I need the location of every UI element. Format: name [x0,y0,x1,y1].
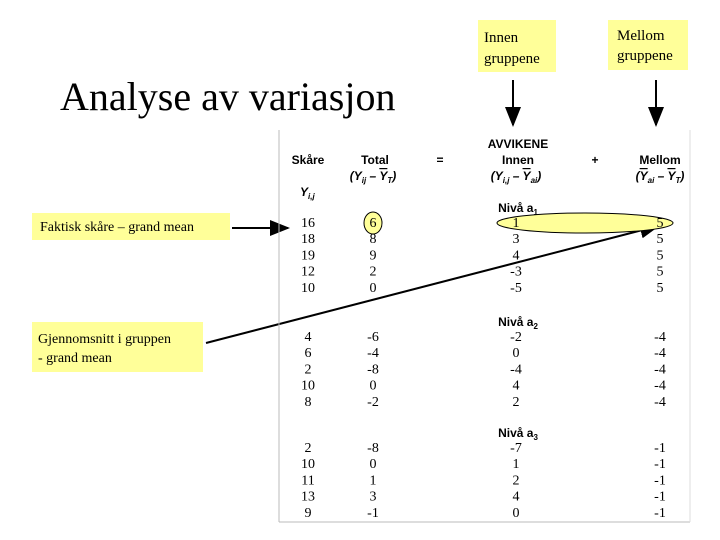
table-cell: 0 [370,457,377,472]
table-cell: 6 [305,346,312,361]
callout-text: Gjennomsnitt i gruppen [38,332,171,347]
header: Mellom [639,153,680,167]
table-cell: 2 [305,362,312,377]
header: Total [361,153,389,167]
table-cell: -1 [654,506,666,521]
highlight [363,211,383,235]
table-cell: 0 [370,281,377,296]
header: Skåre [292,153,325,167]
table-cell: 2 [370,265,377,280]
table-cell: -4 [654,330,666,345]
table-cell: -4 [654,395,666,410]
group-label: Nivå a2 [498,315,538,331]
slide-title: Analyse av variasjon [60,74,395,119]
table-cell: 10 [301,379,315,394]
table-cell: -6 [367,330,379,345]
group-label-text: Nivå a [498,201,534,215]
table-cell: 5 [657,281,664,296]
table-cell: 6 [370,216,377,231]
group-label-sub: 1 [533,208,538,217]
table-cell: 18 [301,232,315,247]
table-cell: 19 [301,248,315,263]
table-cell: 1 [513,457,520,472]
table-cell: -3 [510,265,522,280]
callout-box [32,213,230,240]
table-cell: -8 [367,362,379,377]
table-cell: -5 [510,281,522,296]
table-cell: 4 [513,490,520,505]
header: = [436,153,443,167]
table-cell: 2 [305,441,312,456]
formula: (Yai – YT) [636,169,685,185]
table-cell: -4 [654,362,666,377]
group-label-text: Nivå a [498,426,534,440]
arrow [205,222,660,344]
table-cell: 4 [513,379,520,394]
group-label-sub: 2 [533,322,538,331]
table-cell: 0 [513,346,520,361]
table-cell: 10 [301,281,315,296]
header: AVVIKENE [488,137,548,151]
table-cell: 16 [301,216,315,231]
table-cell: 4 [305,330,312,345]
table-cell: 5 [657,248,664,263]
table-cell: -1 [654,473,666,488]
table-cell: 10 [301,457,315,472]
highlight [496,212,674,234]
table-cell: -4 [654,379,666,394]
table-cell: 13 [301,490,315,505]
table-cell: 1 [370,473,377,488]
callout-text: Innen [484,30,519,46]
table-cell: -8 [367,441,379,456]
table-cell: 1 [513,216,520,231]
table-cell: -4 [654,346,666,361]
table-cell: 0 [370,379,377,394]
callout-text: Faktisk skåre – grand mean [40,220,194,235]
table-cell: -2 [510,330,522,345]
callout-text: gruppene [484,51,540,67]
table-cell: -1 [367,506,379,521]
table-cell: -1 [654,441,666,456]
group-label-sub: 3 [533,433,538,442]
callout-box [478,20,556,72]
group-label: Nivå a1 [498,201,538,217]
header: + [591,153,598,167]
callout-box [32,322,203,372]
table-cell: 12 [301,265,315,280]
header: Innen [502,153,534,167]
group-label-text: Nivå a [498,315,534,329]
table-cell: 3 [513,232,520,247]
table-cell: 5 [657,232,664,247]
callout-text: Mellom [617,28,665,44]
table-cell: -7 [510,441,522,456]
table-cell: 8 [305,395,312,410]
formula: (Yij – YT) [350,169,396,185]
table-cell: 2 [513,473,520,488]
callout-box [608,20,688,70]
table-cell: 5 [657,265,664,280]
table-cell: 9 [305,506,312,521]
table-cell: 9 [370,248,377,263]
table-cell: 0 [513,506,520,521]
table-cell: -1 [654,457,666,472]
group-label: Nivå a3 [498,426,538,442]
table-cell: 11 [301,473,314,488]
table-cell: 8 [370,232,377,247]
table-cell: -4 [510,362,522,377]
table-cell: -2 [367,395,379,410]
table-cell: -1 [654,490,666,505]
formula: (Yi,j – Yai) [491,169,541,185]
callout-text: gruppene [617,48,673,64]
table-cell: 2 [513,395,520,410]
table-cell: 3 [370,490,377,505]
table-cell: -4 [367,346,379,361]
callout-text: - grand mean [38,351,112,366]
table-cell: 5 [657,216,664,231]
formula: Yi,j [300,185,315,201]
table-cell: 4 [513,248,520,263]
